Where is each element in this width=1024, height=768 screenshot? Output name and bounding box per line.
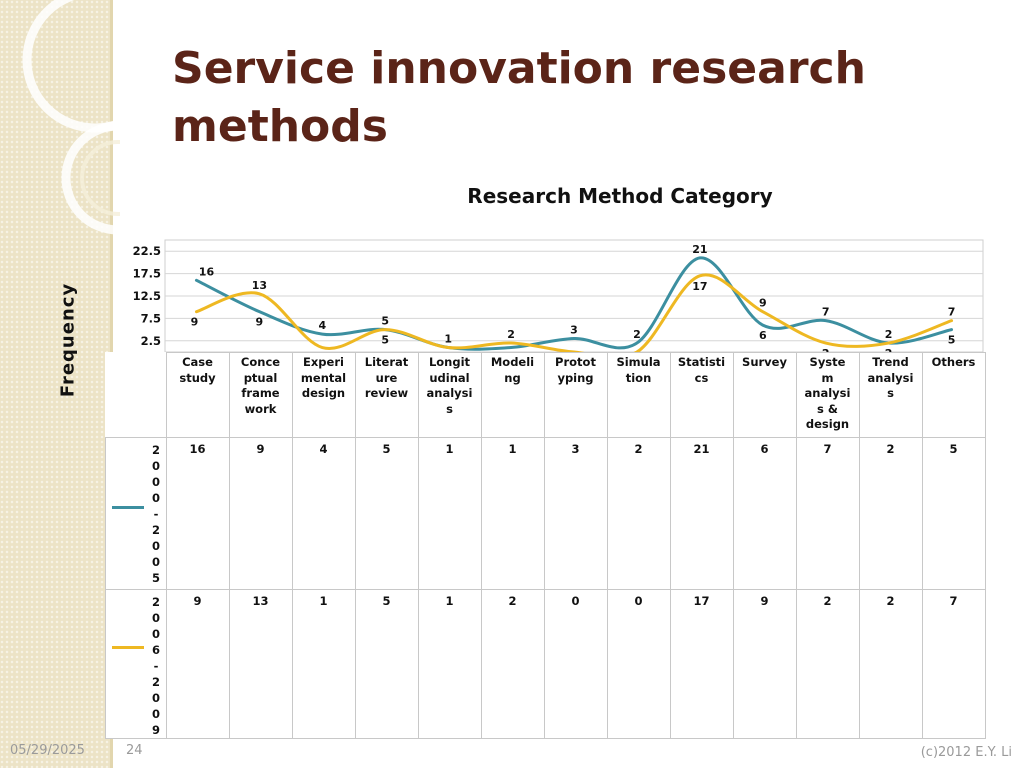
table-cell-value: 21 — [669, 437, 734, 590]
data-label: 9 — [256, 316, 264, 329]
table-cell-value: 17 — [669, 589, 734, 739]
series-row-2000-2005: 2000-2005 16 9 4 5 1 1 3 2 21 6 7 2 5 — [105, 437, 986, 590]
page-number: 24 — [126, 743, 143, 758]
data-label: 21 — [692, 243, 707, 256]
category-label: Simula tion — [606, 352, 671, 438]
data-label: 3 — [570, 324, 578, 337]
chart-title: Research Method Category — [467, 184, 773, 208]
series-row-2006-2009: 2006-2009 9 13 1 5 1 2 0 0 17 9 2 2 7 — [105, 589, 986, 739]
table-cell-value: 16 — [165, 437, 230, 590]
category-label: Literat ure review — [354, 352, 419, 438]
data-label: 7 — [822, 306, 830, 319]
table-cell-value: 1 — [480, 437, 545, 590]
category-label: Modeli ng — [480, 352, 545, 438]
data-label: 6 — [759, 329, 767, 342]
y-tick-label: 2.5 — [141, 334, 161, 348]
y-axis-label: Frequency — [57, 282, 79, 398]
category-label: Experi mental design — [291, 352, 356, 438]
table-cell-value: 4 — [291, 437, 356, 590]
legend-key-line-2000-2005 — [112, 506, 144, 509]
table-cell-value: 7 — [795, 437, 860, 590]
table-cell-value: 5 — [354, 589, 419, 739]
category-label: Others — [921, 352, 986, 438]
table-cell-value: 3 — [543, 437, 608, 590]
table-cell-value: 5 — [354, 437, 419, 590]
data-label: 2 — [507, 328, 515, 341]
data-label: 2 — [633, 328, 641, 341]
data-label: 5 — [948, 334, 956, 347]
data-label: 5 — [381, 315, 389, 328]
data-label: 16 — [199, 265, 215, 278]
table-cell-value: 6 — [732, 437, 797, 590]
table-cell-value: 1 — [417, 589, 482, 739]
table-cell-value: 9 — [732, 589, 797, 739]
data-label: 9 — [759, 297, 767, 310]
table-corner — [105, 352, 167, 438]
series-name-2006-2009: 2006-2009 — [151, 595, 160, 737]
table-cell-value: 1 — [291, 589, 356, 739]
table-cell-value: 2 — [795, 589, 860, 739]
y-tick-label: 7.5 — [141, 311, 161, 325]
series-legend-2006-2009: 2006-2009 — [105, 589, 167, 739]
category-label: Survey — [732, 352, 797, 438]
series-line-2000-2005 — [194, 256, 954, 351]
table-cell-value: 2 — [606, 437, 671, 590]
table-cell-value: 9 — [228, 437, 293, 590]
table-cell-value: 5 — [921, 437, 986, 590]
data-label: 4 — [318, 319, 326, 332]
data-label: 7 — [948, 306, 956, 319]
data-label: 2 — [885, 328, 893, 341]
category-row: Case study Conce ptual frame work Experi mental… — [105, 352, 986, 438]
series-name-2000-2005: 2000-2005 — [151, 443, 160, 585]
plot-area — [164, 239, 984, 353]
table-cell-value: 0 — [543, 589, 608, 739]
table-cell-value: 2 — [858, 589, 923, 739]
y-tick-label: 12.5 — [133, 289, 161, 303]
table-cell-value: 13 — [228, 589, 293, 739]
data-label: 9 — [191, 316, 199, 329]
y-tick-label: 17.5 — [133, 267, 161, 281]
category-label: Longit udinal analysi s — [417, 352, 482, 438]
category-label: Case study — [165, 352, 230, 438]
data-label: 17 — [692, 280, 707, 293]
category-label: Trend analysi s — [858, 352, 923, 438]
y-tick-label: 22.5 — [133, 244, 161, 258]
category-label: Syste m analysi s & design — [795, 352, 860, 438]
series-line-2006-2009 — [194, 273, 954, 360]
series-legend-2000-2005: 2000-2005 — [105, 437, 167, 590]
slide-title: Service innovation research methods — [172, 43, 866, 152]
decorative-circles — [22, 0, 120, 235]
copyright: (c)2012 E.Y. Li — [920, 745, 1012, 760]
data-label: 13 — [252, 279, 267, 292]
table-cell-value: 0 — [606, 589, 671, 739]
category-label: Conce ptual frame work — [228, 352, 293, 438]
table-cell-value: 7 — [921, 589, 986, 739]
table-cell-value: 1 — [417, 437, 482, 590]
chart-data-table: Case study Conce ptual frame work Experi mental… — [105, 352, 986, 739]
table-cell-value: 2 — [480, 589, 545, 739]
category-label: Protot yping — [543, 352, 608, 438]
legend-key-line-2006-2009 — [112, 646, 144, 649]
category-label: Statisti cs — [669, 352, 734, 438]
data-label: 1 — [444, 333, 452, 346]
table-cell-value: 2 — [858, 437, 923, 590]
footer-date: 05/29/2025 — [10, 743, 85, 758]
table-cell-value: 9 — [165, 589, 230, 739]
data-label: 5 — [381, 334, 389, 347]
